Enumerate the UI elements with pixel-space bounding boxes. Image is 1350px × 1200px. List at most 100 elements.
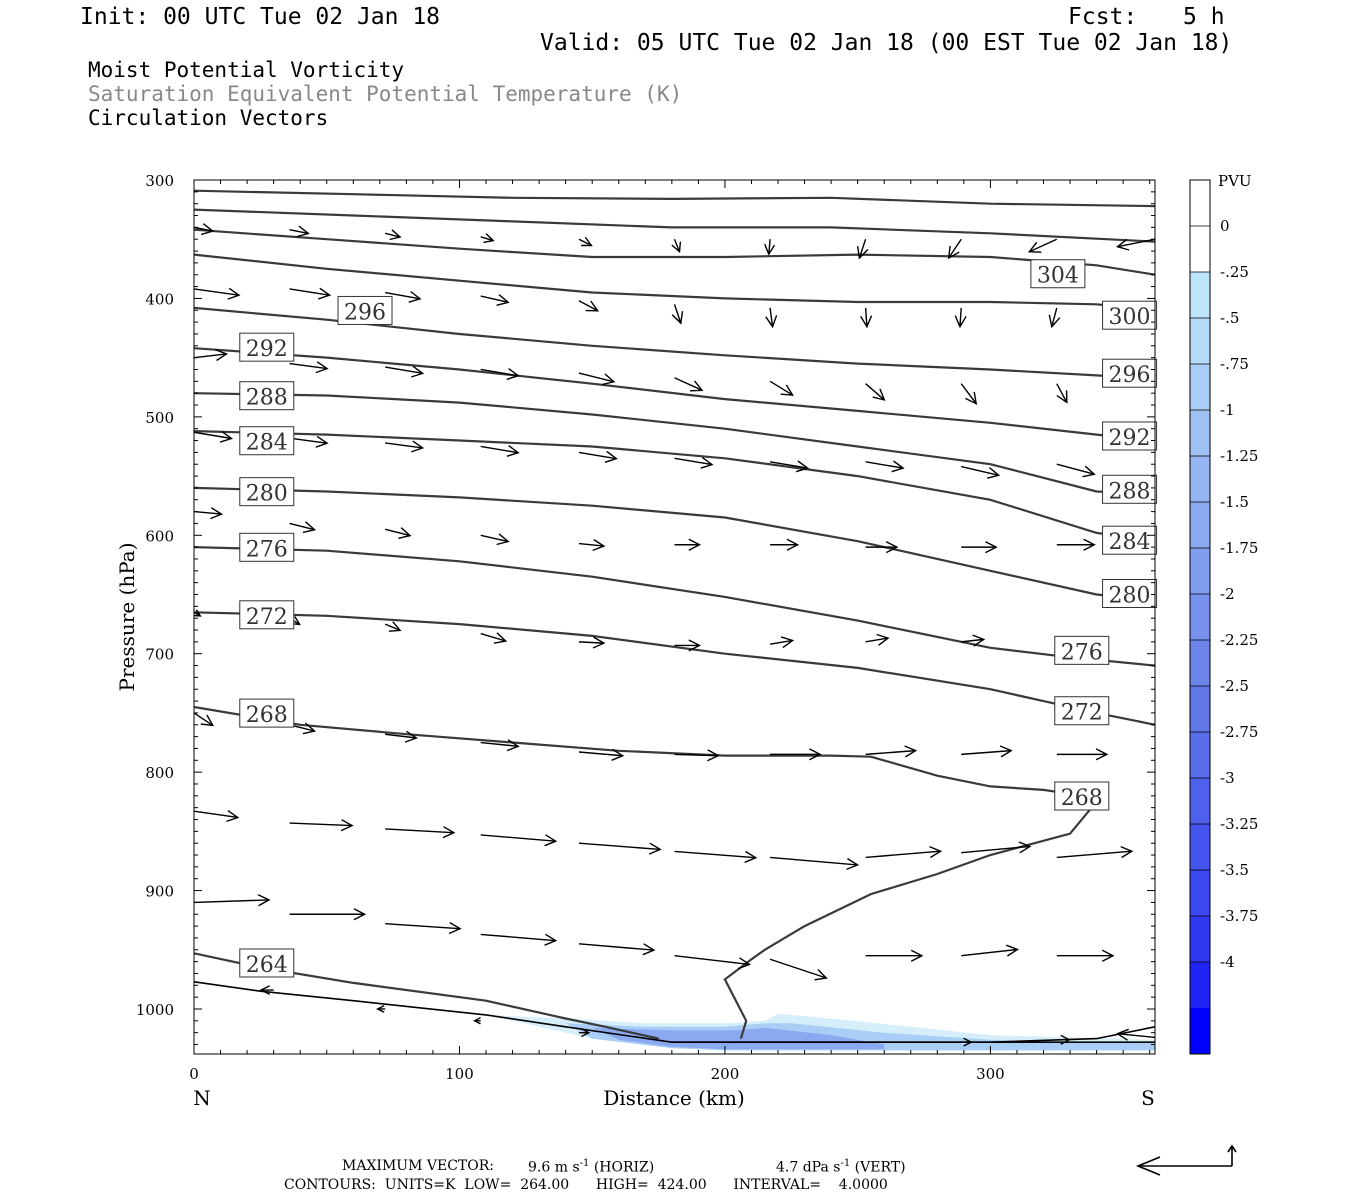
vector-arrow [194, 810, 240, 823]
vector-arrow [674, 850, 758, 863]
contour-label-text: 304 [1037, 264, 1079, 289]
vector-head [194, 609, 202, 617]
vector-arrow [472, 1017, 481, 1025]
vector-arrow [865, 633, 890, 646]
vector-head [226, 810, 240, 823]
vector-arrow [947, 238, 962, 260]
vector-shaft [480, 236, 494, 242]
vector-shaft [194, 712, 214, 727]
colorbar-label: -2 [1220, 585, 1235, 603]
vector-arrow [385, 290, 422, 303]
contour-label-268: 268 [1054, 781, 1110, 811]
vector-arrow [194, 430, 234, 443]
vector-arrow [385, 730, 418, 743]
vector-head [315, 435, 329, 448]
vector-head [648, 842, 662, 855]
vector-arrow [289, 225, 310, 238]
vector-arrow [578, 636, 606, 649]
contour-label-text: 264 [246, 953, 288, 978]
y-tick-label: 600 [145, 527, 174, 545]
vector-head [448, 921, 462, 935]
vector-shaft [384, 232, 401, 238]
vector-head [302, 521, 317, 534]
colorbar-label: -3.5 [1220, 861, 1249, 879]
colorbar-label: -4 [1220, 953, 1235, 971]
vector-head [408, 290, 422, 303]
mpv-zero-contour [723, 800, 1098, 1039]
vector-head [496, 294, 510, 306]
vector-arrow [480, 632, 508, 644]
vector-arrow [480, 739, 520, 752]
colorbar-label: -2.75 [1220, 723, 1258, 741]
vector-head [744, 850, 758, 863]
vector-arrow [578, 450, 618, 463]
vector-shaft [194, 226, 213, 232]
vector-shaft [480, 933, 556, 942]
y-tick-label: 900 [145, 883, 174, 901]
x-axis-label: Distance (km) [603, 1086, 745, 1110]
contour-line-268 [194, 705, 1084, 797]
vector-arrow [289, 908, 367, 921]
vector-shaft [865, 461, 904, 469]
vector-head [315, 361, 329, 374]
contour-label-280: 280 [239, 477, 295, 507]
vector-head [410, 365, 425, 378]
vector-arrow [480, 834, 558, 847]
vector-head [227, 287, 241, 300]
vector-shaft [961, 749, 1012, 756]
vector-head [602, 373, 616, 386]
vector-arrow [961, 634, 986, 647]
vector-head [688, 538, 702, 551]
contour-label-box [1102, 525, 1158, 555]
vector-shaft [769, 380, 793, 396]
vector-shaft [1051, 307, 1058, 327]
colorbar-swatch [1190, 594, 1210, 641]
vector-shaft [673, 238, 681, 252]
vector-arrow [480, 445, 520, 457]
contour-label-box [239, 600, 295, 630]
colorbar-label: -1.5 [1220, 493, 1249, 511]
vector-head [483, 233, 495, 244]
contour-label-box [239, 332, 295, 362]
vector-head [972, 634, 986, 647]
vector-shaft [865, 637, 889, 643]
contour-label-280: 280 [1102, 578, 1158, 608]
vector-head [611, 748, 625, 761]
contour-label-box [1054, 781, 1110, 811]
contour-label-box [1054, 696, 1110, 726]
vector-arrow [961, 465, 1001, 479]
vector-shaft [480, 834, 556, 842]
contour-label-text: 276 [246, 537, 288, 562]
vector-head [986, 467, 1001, 479]
contour-label-296: 296 [1102, 358, 1158, 388]
plot-frame [193, 179, 1156, 1055]
vector-head [1048, 314, 1061, 329]
contour-label-box [1102, 358, 1158, 388]
contour-label-272: 272 [239, 600, 295, 630]
contour-label-272: 272 [1054, 696, 1110, 726]
vector-arrow [480, 294, 510, 306]
colorbar-label: -.5 [1220, 309, 1239, 327]
vector-shaft [480, 368, 519, 377]
colorbar-unit: PVU [1218, 172, 1252, 190]
vector-head [201, 223, 215, 236]
vector-shaft [961, 948, 1018, 957]
vector-shaft [961, 465, 999, 477]
vector-shaft [578, 943, 654, 951]
colorbar-swatch [1190, 318, 1210, 365]
vector-head [581, 236, 593, 247]
vector-arrow [765, 307, 778, 329]
vector-arrow [578, 1028, 591, 1038]
contour-label-text: 272 [1061, 701, 1103, 726]
vector-shaft [289, 362, 328, 370]
vector-head [219, 430, 234, 443]
contour-line-284 [194, 430, 1155, 543]
contour-label-264: 264 [239, 948, 295, 978]
vector-arrow [384, 229, 402, 241]
contour-line-276 [194, 546, 1155, 667]
vector-head [876, 633, 890, 646]
vector-arrow [289, 287, 332, 300]
vector-head [200, 714, 215, 727]
vector-arrow [960, 383, 978, 405]
vector-shaft [194, 431, 232, 440]
